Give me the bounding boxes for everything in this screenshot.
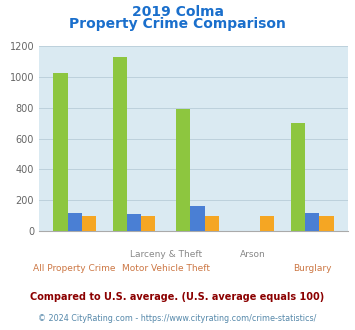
Bar	[176, 109, 190, 231]
Bar	[190, 206, 204, 231]
Text: 2019 Colma: 2019 Colma	[131, 5, 224, 19]
Bar	[291, 123, 305, 231]
Text: Compared to U.S. average. (U.S. average equals 100): Compared to U.S. average. (U.S. average …	[31, 292, 324, 302]
Bar	[204, 215, 219, 231]
Bar	[82, 215, 96, 231]
Bar	[141, 216, 155, 231]
Text: Motor Vehicle Theft: Motor Vehicle Theft	[122, 264, 210, 273]
Bar	[305, 213, 320, 231]
Text: © 2024 CityRating.com - https://www.cityrating.com/crime-statistics/: © 2024 CityRating.com - https://www.city…	[38, 314, 317, 323]
Bar	[67, 213, 82, 231]
Bar	[127, 214, 141, 231]
Bar	[53, 73, 67, 231]
Bar	[113, 57, 127, 231]
Bar	[320, 215, 334, 231]
Text: Larceny & Theft: Larceny & Theft	[130, 250, 202, 259]
Bar	[260, 215, 274, 231]
Text: Arson: Arson	[240, 250, 266, 259]
Text: Property Crime Comparison: Property Crime Comparison	[69, 17, 286, 31]
Text: Burglary: Burglary	[293, 264, 332, 273]
Text: All Property Crime: All Property Crime	[33, 264, 116, 273]
